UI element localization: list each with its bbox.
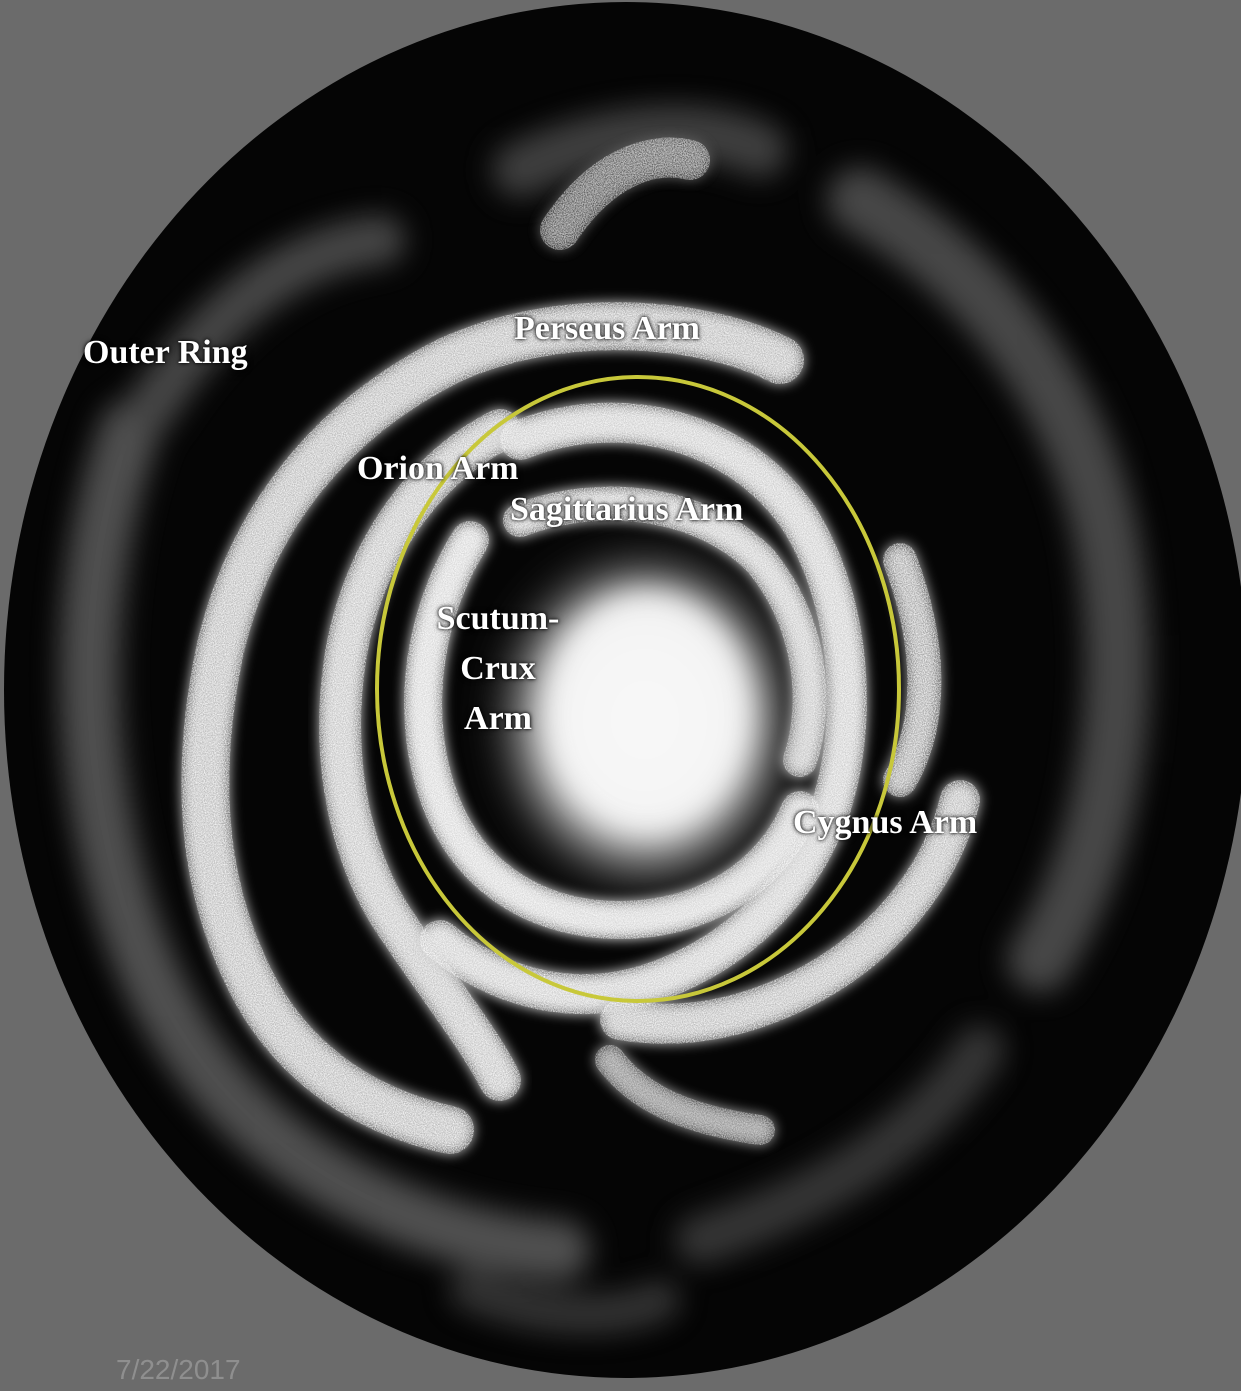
orion-arm (319, 409, 521, 1101)
outer-ring-label: Outer Ring (83, 334, 248, 371)
outer-ring (59, 105, 1150, 1334)
scutum-crux-line-3: Arm (464, 700, 532, 737)
scutum-crux-line-1: Scutum- (436, 600, 560, 637)
sagittarius-arm-label: Sagittarius Arm (510, 491, 744, 528)
orion-arm-label: Orion Arm (357, 450, 519, 487)
sagittarius-arm (420, 402, 867, 1015)
scutum-crux-arm-label: Scutum- Crux Arm (430, 594, 566, 744)
cygnus-arm-label: Cygnus Arm (793, 804, 978, 841)
perseus-arm (181, 302, 804, 1154)
highlight-ellipse (375, 375, 901, 1003)
scutum-crux-line-2: Crux (460, 650, 536, 687)
date-stamp: 7/22/2017 (116, 1354, 241, 1385)
scutum-crux-arm (404, 486, 827, 940)
lower-wisps (540, 137, 775, 1145)
cygnus-arm (600, 543, 980, 1044)
perseus-arm-label: Perseus Arm (514, 310, 701, 347)
